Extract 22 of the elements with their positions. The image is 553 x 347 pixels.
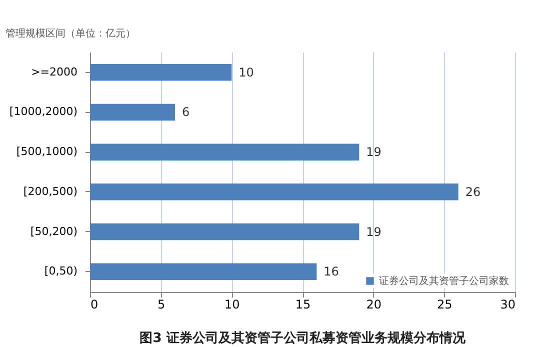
y-tick-label: [1000,2000) — [9, 105, 78, 118]
data-label: 16 — [324, 264, 339, 279]
y-axis-title: 管理规模区间（单位：亿元） — [6, 28, 136, 40]
data-label: 6 — [182, 105, 190, 120]
data-label: 10 — [238, 65, 254, 80]
x-tick-label: 5 — [158, 298, 166, 312]
x-tick-label: 20 — [366, 298, 382, 312]
y-tick-label: [50,200) — [30, 224, 78, 238]
data-label: 26 — [465, 184, 481, 199]
y-tick-label: [0,50) — [44, 264, 78, 278]
x-tick-label: 15 — [295, 298, 311, 312]
x-tick-label: 0 — [90, 298, 98, 312]
x-tick-label: 25 — [437, 298, 452, 312]
text: 图3 证券公司及其资管子公司私募资管业务规模分布情况 — [140, 331, 466, 346]
x-tick-label: 10 — [224, 298, 240, 312]
y-tick-label: [500,1000) — [16, 145, 78, 158]
y-tick-label: [200,500) — [23, 184, 78, 198]
y-tick-label: >=2000 — [31, 65, 78, 78]
legend-label: 证券公司及其资管子公司家数 — [379, 275, 509, 287]
x-tick-label: 30 — [500, 298, 516, 312]
data-label: 19 — [366, 224, 382, 239]
data-label: 19 — [366, 145, 382, 160]
